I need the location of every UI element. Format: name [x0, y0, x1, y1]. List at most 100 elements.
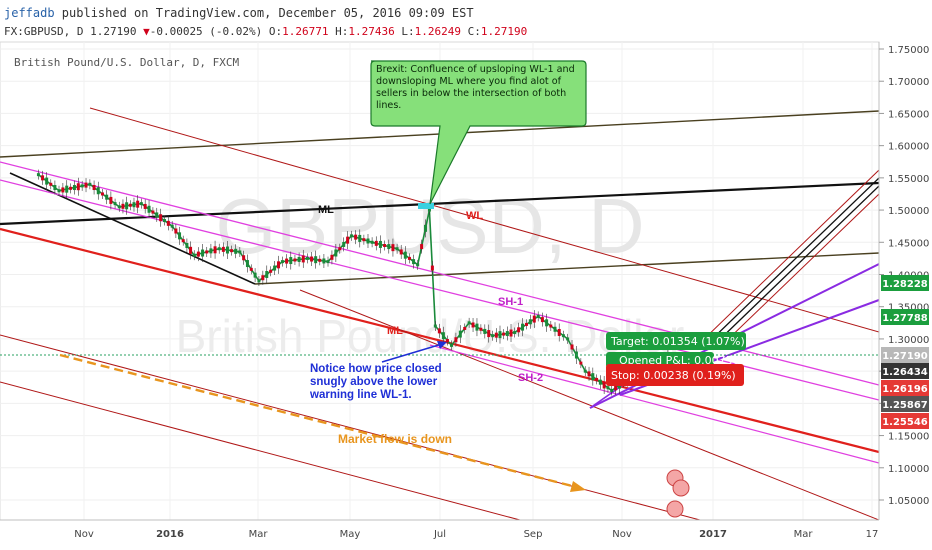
bundle-line-1[interactable] — [699, 169, 879, 344]
candle-body — [209, 248, 213, 254]
candle-body — [521, 323, 525, 331]
price-label-text: 1.28228 — [882, 279, 928, 290]
candle-body — [403, 251, 407, 259]
price-labels: 1.28228 1.27788 1.27190 1.26434 1.26196 1.258… — [881, 275, 929, 429]
candle-body — [96, 187, 100, 195]
candle-body — [378, 240, 382, 248]
price-label-text: 1.27788 — [882, 313, 928, 324]
brexit-callout-text-box: Brexit: Confluence of upsloping WL-1 and… — [376, 64, 575, 111]
y-tick-label: 1.35000 — [888, 303, 929, 314]
x-tick-label: 2016 — [156, 529, 184, 540]
y-tick-label: 1.45000 — [888, 238, 929, 249]
note-arrow — [381, 343, 443, 363]
candle-body — [502, 332, 506, 336]
x-tick-label: 17 — [866, 529, 879, 540]
candle-body — [487, 330, 491, 338]
candle-body — [491, 334, 495, 338]
candle-body — [334, 249, 338, 257]
candle-body — [433, 324, 437, 328]
x-tick-label: Nov — [612, 529, 632, 540]
candle-body — [238, 250, 242, 254]
candle-body — [277, 261, 281, 269]
ml-red-label: ML — [387, 325, 403, 337]
brexit-callout-text: Brexit: Confluence of upsloping WL-1 and… — [376, 64, 575, 111]
candle-body — [591, 373, 595, 381]
low-label: L: — [401, 25, 415, 38]
candle-body — [76, 183, 80, 191]
candle-body — [201, 249, 205, 257]
candle-body — [475, 323, 479, 331]
flag-icon[interactable] — [666, 500, 684, 518]
sh2-line[interactable] — [429, 344, 879, 464]
candle-body — [36, 173, 40, 177]
candle-body — [166, 220, 170, 226]
ml-red-line[interactable] — [0, 227, 879, 454]
candle-body — [132, 202, 136, 208]
author-link[interactable]: jeffadb — [4, 6, 55, 20]
flag-icon[interactable] — [672, 479, 690, 497]
x-axis-panel[interactable] — [0, 520, 932, 550]
candle-body — [57, 189, 61, 193]
candle-body — [100, 192, 104, 196]
candle-body — [399, 249, 403, 255]
wl-upper-line[interactable] — [89, 107, 879, 333]
candle-body — [587, 371, 591, 377]
candle-body — [330, 254, 334, 260]
market-flow-label: Market flow is down — [338, 432, 452, 446]
candle-body — [213, 246, 217, 254]
red-lower-2[interactable] — [0, 381, 521, 520]
stop-box[interactable] — [606, 364, 744, 386]
candle-body — [174, 228, 178, 234]
target-box[interactable] — [606, 332, 746, 350]
candle-body — [467, 321, 471, 325]
price-label-text: 1.25867 — [882, 400, 928, 411]
y-tick-label: 1.60000 — [888, 142, 929, 153]
lower-black-line[interactable] — [254, 252, 879, 285]
symbol-line: FX:GBPUSD, D 1.27190 — [4, 25, 137, 38]
candle-body — [249, 267, 253, 271]
price-label-text: 1.26434 — [882, 367, 928, 378]
candle-body — [471, 322, 475, 328]
candle-body — [257, 279, 261, 283]
candle-body — [289, 257, 293, 265]
brexit-callout[interactable] — [370, 60, 587, 205]
candle-body — [230, 249, 234, 253]
candle-body — [395, 247, 399, 251]
published-text: published on TradingView.com, December 0… — [54, 6, 474, 20]
note-text-box: Notice how price closed snugly above the… — [310, 363, 442, 401]
candle-body — [221, 246, 225, 252]
black-trend-line[interactable] — [9, 172, 256, 285]
opened-pl-label: Opened P&L: 0.00756 — [619, 354, 740, 367]
target-label: Target: 0.01354 (1.07%) — [610, 335, 745, 348]
candle-body — [189, 246, 193, 254]
candle-body — [374, 240, 378, 246]
candle-body — [524, 322, 528, 326]
bundle-line-2[interactable] — [705, 177, 879, 346]
candle-body — [354, 234, 358, 240]
intersection-highlight — [418, 203, 434, 209]
candle-body — [387, 244, 391, 250]
red-lower-3[interactable] — [299, 289, 879, 520]
candle-body — [318, 258, 322, 262]
candle-body — [128, 203, 132, 207]
high-label: H: — [335, 25, 349, 38]
candle-body — [234, 248, 238, 254]
y-tick-label: 1.05000 — [888, 496, 929, 507]
candle-body — [242, 255, 246, 261]
price-label-box — [881, 380, 929, 396]
candle-body — [346, 236, 350, 244]
candle-body — [109, 196, 113, 204]
candle-body — [479, 327, 483, 331]
bundle-line-4[interactable] — [717, 193, 879, 350]
wl-label: WL — [466, 210, 483, 222]
candle-body — [225, 246, 229, 254]
candle-body — [407, 256, 411, 260]
price-label-box — [881, 309, 929, 325]
magenta-line-2[interactable] — [0, 179, 879, 401]
event-flag-icons[interactable] — [666, 469, 690, 518]
price-label-text: 1.27190 — [882, 351, 928, 362]
candle-body — [322, 258, 326, 264]
candle-body — [192, 253, 196, 257]
bundle-line-3[interactable] — [711, 185, 879, 348]
